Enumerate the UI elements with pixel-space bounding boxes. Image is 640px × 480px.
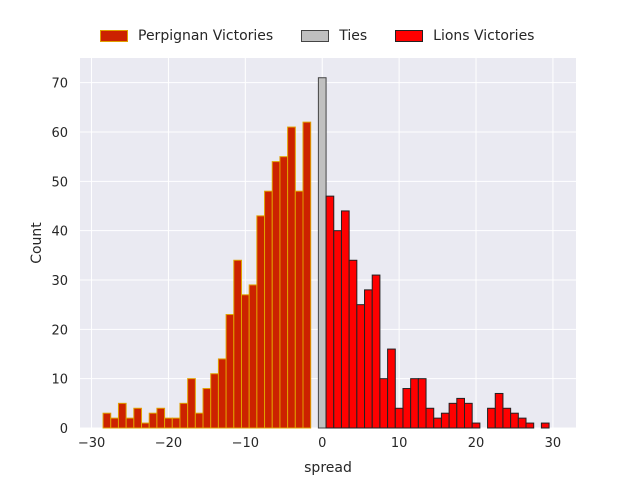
bar-perpignan-victories — [187, 378, 196, 429]
y-tick-label: 70 — [51, 77, 68, 92]
bar-lions-victories — [433, 417, 442, 429]
bar-lions-victories — [463, 402, 473, 429]
legend-label: Perpignan Victories — [138, 28, 274, 44]
bar-perpignan-victories — [210, 373, 219, 429]
bar-lions-victories — [425, 407, 435, 429]
bar-perpignan-victories — [194, 412, 204, 429]
bar-lions-victories — [394, 407, 404, 429]
bar-perpignan-victories — [256, 215, 266, 429]
bar-lions-victories — [487, 407, 496, 429]
bar-perpignan-victories — [102, 412, 112, 429]
y-tick-label: 30 — [51, 274, 68, 289]
bar-perpignan-victories — [248, 284, 258, 429]
bar-lions-victories — [387, 348, 396, 429]
bar-perpignan-victories — [171, 417, 181, 429]
bar-lions-victories — [340, 210, 350, 429]
bar-perpignan-victories — [141, 422, 150, 429]
y-tick-label: 10 — [51, 373, 68, 388]
bar-lions-victories — [525, 422, 535, 429]
bar-perpignan-victories — [225, 314, 235, 429]
legend-label: Lions Victories — [433, 28, 535, 44]
bar-lions-victories — [402, 388, 412, 429]
x-tick-label: −10 — [232, 436, 259, 451]
bar-ties — [317, 77, 327, 429]
bar-perpignan-victories — [294, 190, 304, 429]
bar-lions-victories — [471, 422, 481, 429]
bar-perpignan-victories — [233, 259, 242, 429]
legend-item: Ties — [301, 28, 367, 44]
bar-perpignan-victories — [133, 407, 143, 429]
x-tick-label: 20 — [468, 436, 485, 451]
bar-perpignan-victories — [271, 161, 281, 429]
bar-lions-victories — [348, 259, 358, 429]
bar-lions-victories — [371, 274, 381, 429]
x-tick-label: 0 — [318, 436, 326, 451]
x-tick-label: 30 — [545, 436, 562, 451]
y-axis-label: Count — [29, 222, 45, 264]
bar-perpignan-victories — [279, 156, 289, 429]
bar-lions-victories — [502, 407, 512, 429]
x-tick-label: −30 — [78, 436, 105, 451]
y-tick-label: 50 — [51, 175, 68, 190]
x-axis-label: spread — [304, 460, 352, 476]
y-tick-label: 40 — [51, 225, 68, 240]
legend-item: Perpignan Victories — [100, 28, 273, 44]
legend: Perpignan Victories Ties Lions Victories — [100, 26, 562, 46]
y-tick-label: 0 — [60, 422, 68, 437]
x-tick-label: 10 — [391, 436, 408, 451]
bar-perpignan-victories — [302, 121, 312, 429]
bar-perpignan-victories — [264, 190, 273, 429]
bar-perpignan-victories — [179, 402, 189, 429]
y-tick-label: 20 — [51, 323, 68, 338]
bar-lions-victories — [510, 412, 519, 429]
bar-lions-victories — [517, 417, 527, 429]
bar-perpignan-victories — [156, 407, 166, 429]
bar-lions-victories — [448, 402, 458, 429]
bar-perpignan-victories — [217, 358, 227, 429]
legend-swatch — [301, 30, 330, 42]
bar-lions-victories — [417, 378, 427, 429]
bar-perpignan-victories — [110, 417, 119, 429]
bar-lions-victories — [456, 397, 465, 429]
bar-perpignan-victories — [148, 412, 158, 429]
bar-perpignan-victories — [240, 294, 250, 429]
bar-perpignan-victories — [202, 388, 212, 429]
legend-item: Lions Victories — [395, 28, 534, 44]
bar-lions-victories — [364, 289, 373, 429]
x-tick-label: −20 — [155, 436, 182, 451]
bar-lions-victories — [410, 378, 419, 429]
legend-swatch — [395, 30, 424, 42]
bar-lions-victories — [440, 412, 450, 429]
bar-lions-victories — [325, 195, 335, 429]
bar-perpignan-victories — [164, 417, 173, 429]
bar-lions-victories — [333, 230, 342, 429]
bar-perpignan-victories — [287, 126, 296, 429]
y-tick-label: 60 — [51, 126, 68, 141]
bar-lions-victories — [379, 378, 389, 429]
bar-perpignan-victories — [117, 402, 127, 429]
bar-lions-victories — [494, 392, 504, 429]
bar-perpignan-victories — [125, 417, 135, 429]
legend-swatch — [100, 30, 128, 42]
bar-lions-victories — [540, 422, 550, 429]
bar-lions-victories — [356, 304, 366, 429]
legend-label: Ties — [339, 28, 368, 44]
